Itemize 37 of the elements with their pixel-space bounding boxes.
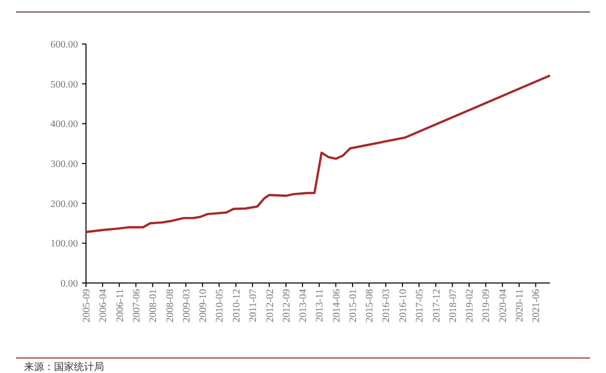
x-tick-label: 2012-09 [281,289,292,322]
x-tick-label: 2013-11 [314,289,326,322]
x-tick-label: 2017-12 [431,289,442,322]
x-tick-label: 2010-05 [214,289,226,322]
x-tick-label: 2010-12 [231,289,242,322]
x-tick-label: 2019-02 [464,289,476,322]
x-tick-label: 2008-08 [164,289,176,322]
y-tick-label: 300.00 [50,159,78,170]
x-tick-label: 2021-06 [531,289,542,322]
source-note: 来源：国家统计局 [24,361,104,373]
y-tick-label: 500.00 [50,79,78,90]
y-tick-label: 200.00 [50,198,78,210]
x-tick-label: 2006-04 [98,289,110,322]
x-tick-label: 2016-10 [398,289,409,322]
x-tick-label: 2018-07 [448,289,459,322]
x-tick-label: 2011-07 [248,289,259,322]
x-tick-label: 2015-01 [348,289,360,322]
x-tick-label: 2006-11 [114,289,126,322]
line-series [84,74,552,234]
x-tick-label: 2009-03 [181,289,192,322]
x-tick-label: 2012-02 [264,289,276,322]
x-tick-label: 2005-09 [82,289,92,322]
x-tick-label: 2020-11 [514,289,526,322]
x-tick-label: 2020-04 [498,289,509,322]
y-tick-label: 400.00 [50,119,78,130]
x-tick-label: 2019-09 [481,289,492,322]
y-tick-label: 600.00 [50,40,78,50]
x-tick-label: 2007-06 [131,289,142,322]
y-tick-label: 100.00 [50,238,78,250]
x-tick-label: 2017-05 [414,289,426,322]
x-tick-label: 2014-06 [331,289,342,322]
x-tick-label: 2016-03 [381,289,392,322]
x-tick-label: 2009-10 [198,289,210,322]
y-tick-label: 0.00 [60,278,78,290]
x-tick-label: 2008-01 [148,289,160,322]
x-tick-label: 2013-04 [298,289,309,322]
x-tick-label: 2015-08 [364,289,376,322]
